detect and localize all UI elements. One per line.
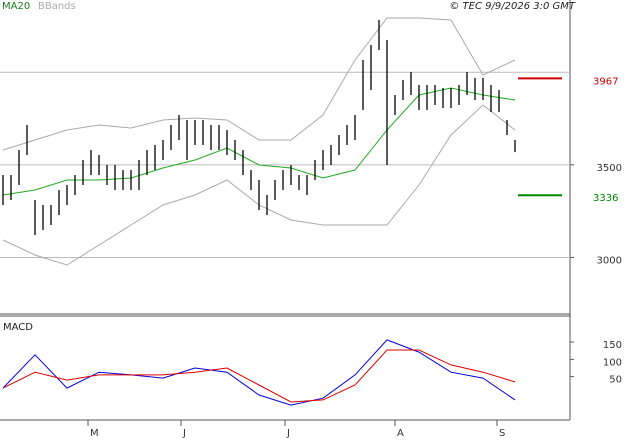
x-tick-label: J [182,428,186,439]
x-tick-label: A [397,428,404,439]
legend-entry: BBands [38,1,76,12]
y-tick-label: 50 [609,375,622,386]
y-tick-label: 3000 [597,255,622,266]
x-tick-label: J [286,428,290,439]
level-label: 3336 [593,193,618,204]
indicator-line [2,87,516,196]
x-tick-label: S [499,428,505,439]
macd-line [2,339,516,406]
x-tick-label: M [90,428,99,439]
macd-line [2,349,516,403]
y-tick-label: 150 [603,340,622,351]
copyright: © TEC 9/9/2026 3:0 GMT [449,1,576,12]
level-label: 3967 [593,76,618,87]
y-tick-label: 3500 [597,163,622,174]
y-tick-label: 100 [603,357,622,368]
panel-title: MACD [3,322,33,333]
legend-entry: MA20 [2,1,30,12]
indicator-line [2,17,516,151]
